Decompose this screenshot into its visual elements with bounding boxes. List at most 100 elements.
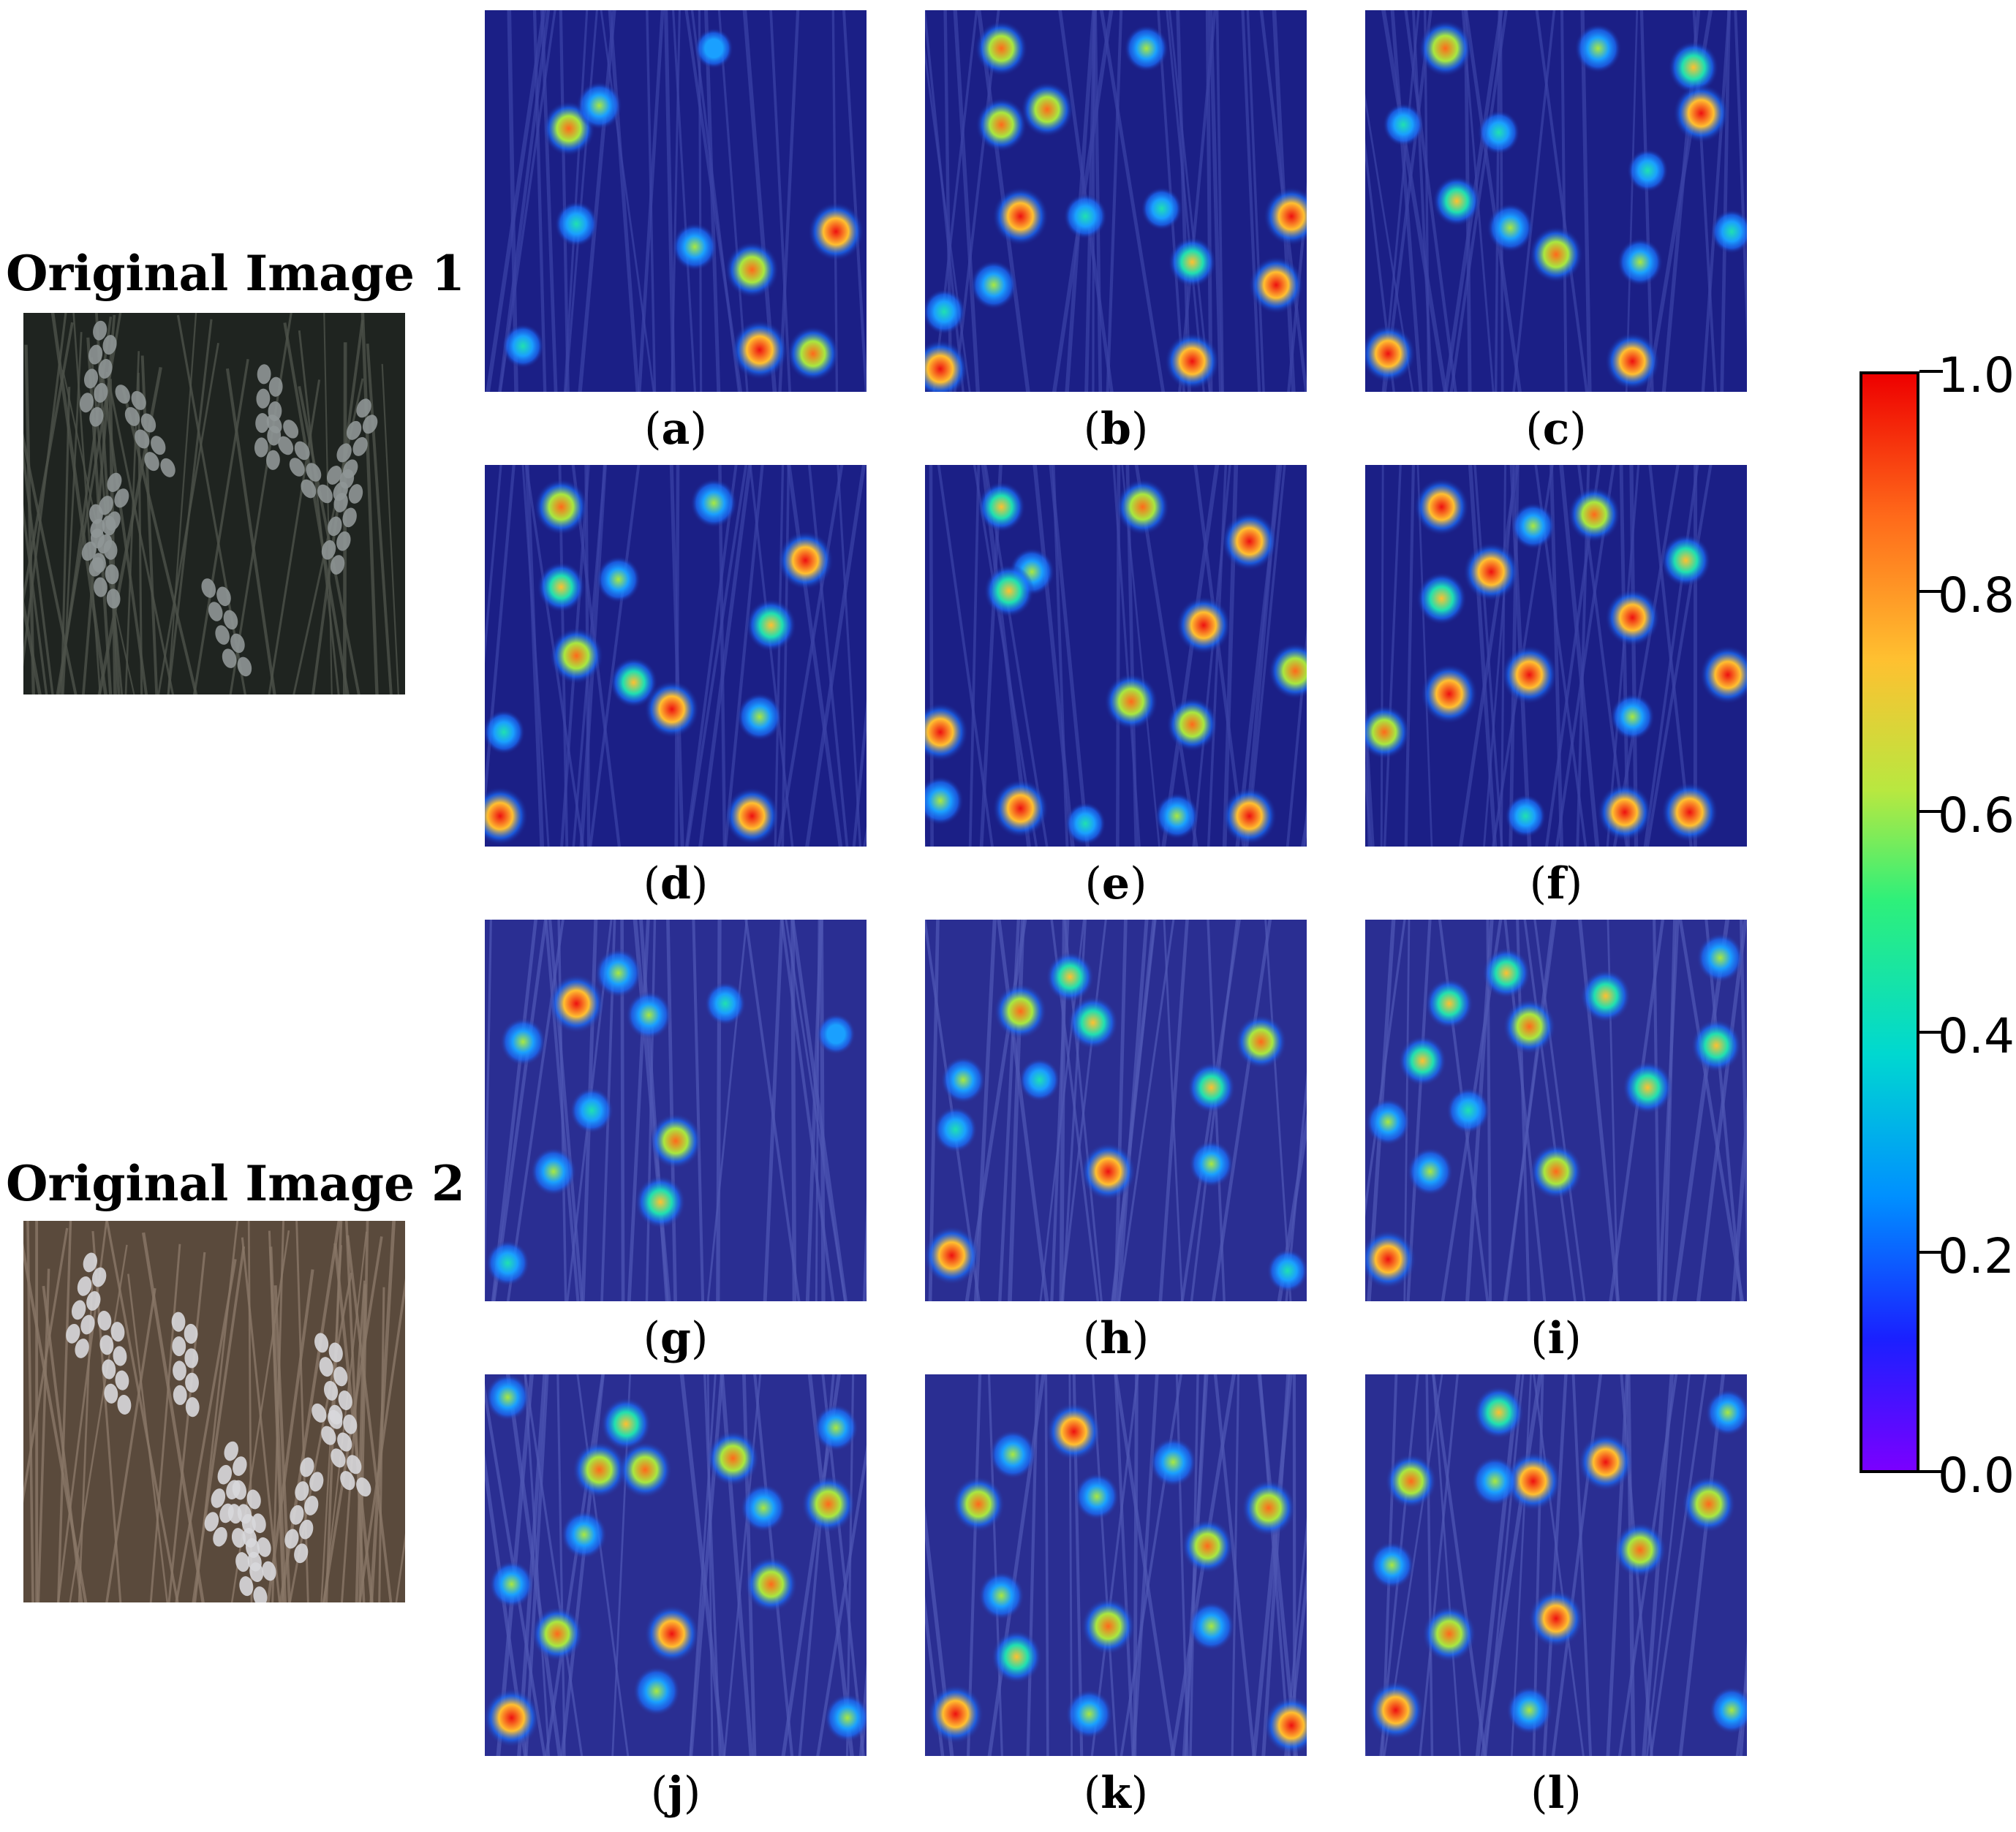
heatmap-hotspot [801, 1475, 856, 1533]
heatmap-hotspot [824, 1693, 867, 1742]
heatmap-panel-d [485, 465, 867, 847]
heatmap-hotspot [925, 776, 964, 826]
heatmap-hotspot [502, 323, 545, 368]
colorbar [1860, 371, 1919, 1473]
heatmap-hotspot [1235, 1015, 1287, 1070]
original-image-1 [23, 313, 405, 694]
heatmap-hotspot [1487, 202, 1534, 253]
heatmap-hotspot [530, 1147, 577, 1196]
heatmap-hotspot [925, 339, 969, 392]
heatmap-hotspot [1420, 664, 1478, 724]
original-image-2-title: Original Image 2 [6, 1155, 465, 1212]
heatmap-hotspot [744, 1556, 798, 1612]
caption-e: (e) [1084, 858, 1147, 909]
heatmap-hotspot [1511, 502, 1556, 550]
heatmap-hotspot [1422, 1605, 1476, 1662]
heatmap-hotspot [609, 657, 658, 708]
heatmap-hotspot [1081, 1597, 1136, 1655]
heatmap-hotspot [1188, 1601, 1235, 1651]
heatmap-hotspot [1580, 969, 1631, 1023]
heatmap-panel-l [1365, 1374, 1747, 1756]
heatmap-panel-k [925, 1374, 1307, 1756]
heatmap-panel-h [925, 920, 1307, 1301]
heatmap-hotspot [1413, 477, 1469, 536]
heatmap-hotspot [1046, 1402, 1102, 1461]
heatmap-hotspot [992, 779, 1049, 839]
heatmap-hotspot [1367, 1681, 1424, 1740]
heatmap-hotspot [489, 1561, 535, 1608]
heatmap-hotspot [1168, 236, 1217, 288]
heatmap-hotspot [1501, 645, 1558, 705]
heatmap-hotspot [1473, 1386, 1525, 1439]
heatmap-hotspot [1446, 1087, 1490, 1134]
heatmap-hotspot [485, 1374, 530, 1421]
heatmap-hotspot [1154, 792, 1200, 840]
heatmap-hotspot [1604, 332, 1660, 390]
heatmap-hotspot [786, 325, 839, 382]
colorbar-tick [1919, 370, 1943, 373]
heatmap-hotspot [1529, 1143, 1583, 1200]
heatmap-hotspot [992, 186, 1049, 246]
heatmap-hotspot [1696, 933, 1744, 983]
heatmap-hotspot [1370, 1541, 1415, 1589]
heatmap-hotspot [952, 1476, 1005, 1532]
heatmap-hotspot [934, 1106, 978, 1153]
heatmap-hotspot [649, 1113, 703, 1169]
heatmap-hotspot [534, 478, 589, 536]
heatmap-hotspot [989, 1429, 1037, 1480]
heatmap-hotspot [1424, 978, 1473, 1029]
heatmap-hotspot [1574, 23, 1622, 73]
heatmap-hotspot [1505, 794, 1547, 838]
heatmap-hotspot [1482, 947, 1531, 999]
heatmap-hotspot [813, 1404, 858, 1452]
heatmap-hotspot [1188, 1140, 1234, 1188]
heatmap-hotspot [1248, 256, 1304, 314]
heatmap-hotspot [1176, 596, 1231, 654]
heatmap-hotspot [1266, 1249, 1307, 1292]
heatmap-hotspot [671, 222, 718, 271]
caption-d: (d) [643, 858, 709, 909]
heatmap-hotspot [1505, 1451, 1562, 1511]
heatmap-hotspot [1115, 478, 1170, 536]
heatmap-hotspot [1065, 802, 1106, 846]
heatmap-hotspot [1668, 41, 1719, 94]
heatmap-hotspot [1432, 175, 1481, 227]
heatmap-hotspot [594, 948, 642, 998]
heatmap-hotspot [991, 1630, 1042, 1684]
heatmap-hotspot [994, 983, 1047, 1040]
heatmap-hotspot [554, 201, 599, 247]
heatmap-hotspot [1065, 1689, 1113, 1739]
heatmap-hotspot [1661, 781, 1718, 843]
heatmap-hotspot [1221, 512, 1278, 571]
heatmap-hotspot [1529, 226, 1583, 283]
heatmap-hotspot [1597, 783, 1653, 841]
heatmap-panel-c [1365, 10, 1747, 392]
heatmap-hotspot [1149, 1437, 1197, 1487]
heatmap-hotspot [1241, 1480, 1296, 1537]
colorbar-tick [1919, 1031, 1943, 1034]
heatmap-hotspot [1609, 693, 1655, 741]
colorbar-tick-label: 0.8 [1938, 567, 2015, 624]
heatmap-hotspot [925, 1226, 980, 1285]
heatmap-hotspot [549, 627, 604, 684]
caption-a: (a) [644, 404, 707, 455]
heatmap-hotspot [1124, 25, 1169, 72]
heatmap-hotspot [561, 1510, 608, 1559]
heatmap-hotspot [1365, 705, 1411, 760]
heatmap-panel-f [1365, 465, 1747, 847]
caption-f: (f) [1529, 858, 1583, 909]
heatmap-hotspot [1710, 209, 1747, 254]
heatmap-hotspot [1021, 81, 1074, 137]
heatmap-hotspot [1578, 1433, 1634, 1491]
caption-l: (l) [1530, 1768, 1582, 1819]
heatmap-hotspot [486, 1240, 530, 1287]
heatmap-hotspot [1074, 1472, 1120, 1521]
heatmap-hotspot [1383, 103, 1424, 147]
heatmap-hotspot [1462, 542, 1519, 602]
heatmap-hotspot [1264, 1696, 1307, 1755]
colorbar-tick [1919, 590, 1943, 593]
colorbar-tick-label: 0.6 [1938, 787, 2015, 844]
heatmap-hotspot [1365, 1098, 1411, 1146]
heatmap-hotspot [1104, 673, 1158, 730]
heatmap-hotspot [1187, 1062, 1236, 1113]
